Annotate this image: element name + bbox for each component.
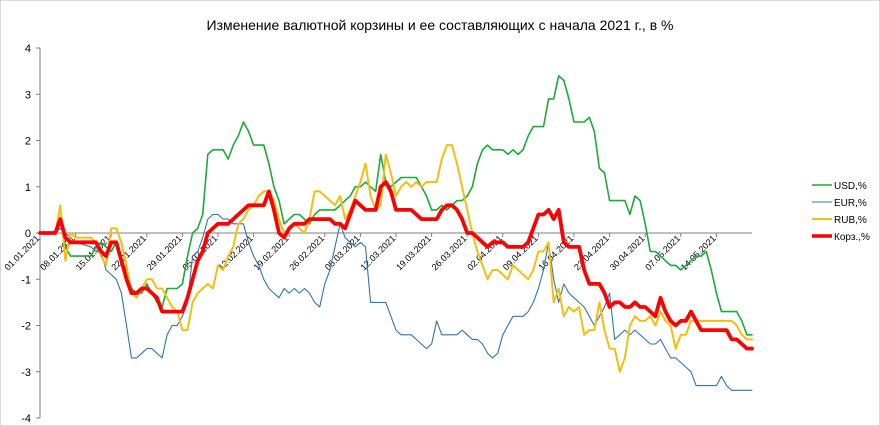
series-line — [39, 75, 753, 336]
y-tick-label: -2 — [21, 321, 31, 333]
chart-legend: USD,% EUR,% RUB,% Корз.,% — [812, 181, 870, 243]
y-axis-ticks: 4 3 2 1 0 -1 -2 -3 -4 — [21, 43, 40, 425]
x-tick-label: 30.04.2021 — [608, 233, 647, 272]
y-tick-label: 1 — [25, 182, 31, 194]
x-tick-label: 29.01.2021 — [145, 233, 184, 272]
x-tick-label: 26.03.2021 — [430, 233, 469, 272]
y-tick-label: -1 — [21, 274, 31, 286]
series-line — [39, 213, 753, 391]
legend-label: Корз.,% — [834, 232, 870, 243]
series-line — [38, 180, 754, 351]
y-tick-label: 2 — [25, 136, 31, 148]
y-tick-label: 0 — [25, 228, 31, 240]
x-tick-label: 01.01.2021 — [2, 233, 41, 272]
x-tick-label: 26.02.2021 — [287, 233, 326, 272]
y-tick-label: -4 — [21, 413, 31, 425]
x-tick-label: 08.01.2021 — [38, 233, 77, 272]
y-tick-label: 3 — [25, 89, 31, 101]
x-tick-label: 02.04.2021 — [465, 233, 504, 272]
legend-label: EUR,% — [834, 198, 867, 209]
x-tick-label: 23.04.2021 — [572, 233, 611, 272]
y-tick-label: -3 — [21, 367, 31, 379]
x-tick-label: 16.04.2021 — [536, 233, 575, 272]
legend-label: USD,% — [834, 181, 867, 192]
x-tick-label: 12.03.2021 — [358, 233, 397, 272]
series-line — [39, 144, 753, 373]
x-tick-label: 22.01.2021 — [109, 233, 148, 272]
chart-series — [38, 75, 754, 391]
chart-title: Изменение валютной корзины и ее составля… — [206, 17, 674, 33]
x-tick-label: 19.03.2021 — [394, 233, 433, 272]
y-tick-label: 4 — [25, 43, 31, 55]
legend-label: RUB,% — [834, 215, 867, 226]
x-tick-label: 05.03.2021 — [323, 233, 362, 272]
